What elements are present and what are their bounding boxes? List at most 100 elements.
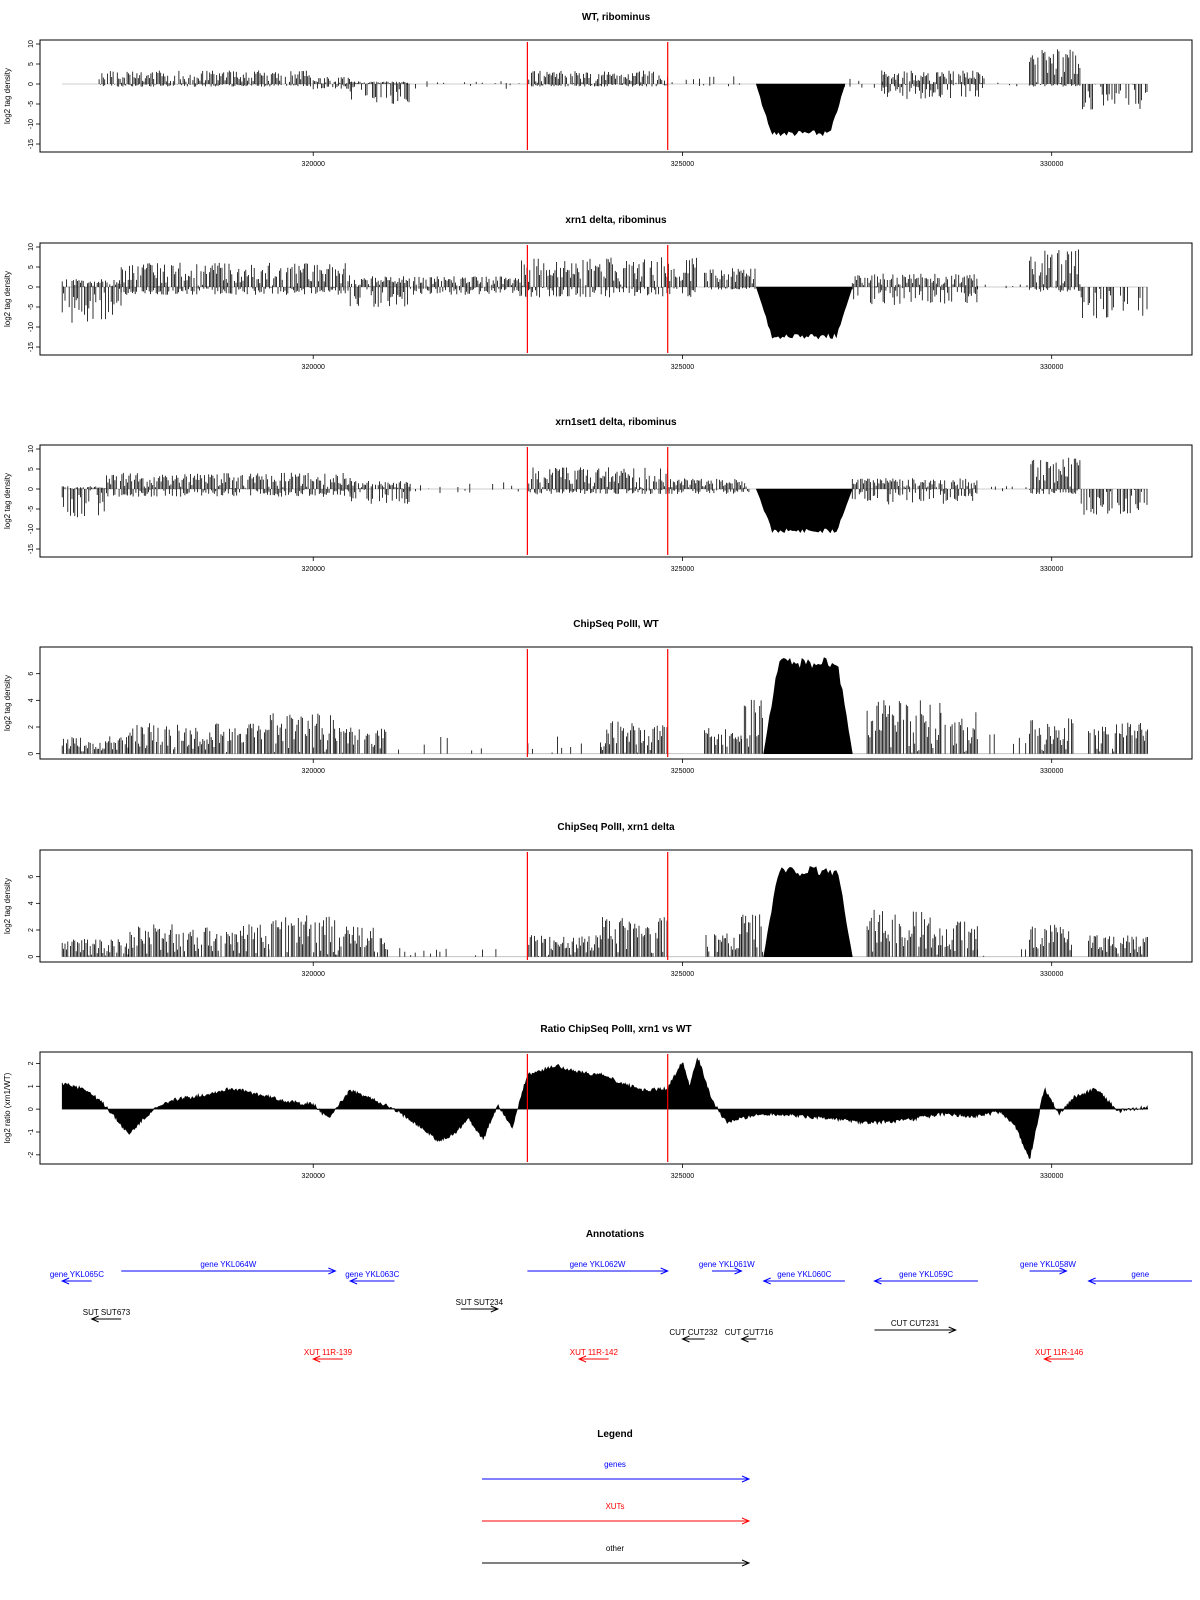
signal-bars xyxy=(866,909,941,957)
signal-bars xyxy=(349,276,408,307)
arrow-left-icon xyxy=(1043,1355,1052,1363)
feature-label: XUT 11R-139 xyxy=(304,1348,353,1357)
plot-frame xyxy=(39,242,1193,356)
arrow-right-icon xyxy=(948,1326,957,1334)
signal-fill xyxy=(763,657,853,754)
annotation-feature: XUT 11R-146 xyxy=(1035,1348,1084,1363)
y-tick-label: 2 xyxy=(28,1061,35,1065)
signal-bars xyxy=(408,276,519,295)
arrow-right-icon xyxy=(741,1559,751,1567)
feature-label: SUT SUT673 xyxy=(83,1308,131,1317)
signal-bars xyxy=(527,736,601,754)
annotation-feature: XUT 11R-142 xyxy=(570,1348,618,1363)
signal-segment xyxy=(519,257,697,298)
x-tick-label: 325000 xyxy=(671,971,694,978)
y-tick-label: -10 xyxy=(28,524,35,534)
signal-segment xyxy=(755,83,846,137)
x-tick-label: 325000 xyxy=(671,566,694,573)
signal-segment xyxy=(312,77,350,90)
x-tick-label: 320000 xyxy=(302,1173,325,1180)
x-tick-label: 320000 xyxy=(302,566,325,573)
feature-label: gene YKL063C xyxy=(345,1270,399,1279)
signal-bars xyxy=(705,933,742,957)
y-tick-label: -15 xyxy=(28,342,35,352)
feature-label: CUT CUT231 xyxy=(891,1319,940,1328)
y-tick-label: 4 xyxy=(28,698,35,702)
signal-segment xyxy=(128,723,269,754)
y-axis-label: log2 ratio (xrn1/WT) xyxy=(3,1072,12,1143)
signal-segment xyxy=(997,82,1030,87)
plot-frame xyxy=(39,849,1193,963)
annotation-feature: gene YKL059C xyxy=(873,1270,978,1285)
annotation-feature: CUT CUT231 xyxy=(874,1319,957,1334)
y-tick-label: 2 xyxy=(28,928,35,932)
signal-segment xyxy=(1088,935,1148,957)
signal-bars xyxy=(991,486,1027,492)
panel-2: xrn1 delta, ribominus log2 tag density 10 5… xyxy=(3,215,1193,371)
signal-bars xyxy=(977,284,1028,290)
signal-bars xyxy=(977,949,1026,957)
arrow-right-icon xyxy=(741,1517,751,1525)
annotations-title: Annotations xyxy=(586,1229,645,1240)
arrow-left-icon xyxy=(311,1355,321,1363)
arrow-right-icon xyxy=(734,1267,743,1275)
annotation-feature: CUT CUT716 xyxy=(725,1328,774,1343)
feature-label: gene YKL060C xyxy=(777,1270,831,1279)
signal-bars xyxy=(1080,287,1148,319)
x-tick-label: 330000 xyxy=(1040,768,1063,775)
signal-bars xyxy=(349,81,410,104)
x-tick-label: 325000 xyxy=(671,364,694,371)
y-tick-label: 0 xyxy=(28,487,35,491)
x-tick-label: 330000 xyxy=(1040,161,1063,168)
annotation-feature: CUT CUT232 xyxy=(669,1328,718,1343)
signal-segment xyxy=(387,948,497,957)
signal-segment xyxy=(851,273,978,305)
feature-label: gene YKL058W xyxy=(1020,1260,1076,1269)
signal-bars xyxy=(741,699,763,754)
signal-bars xyxy=(527,935,601,957)
annotation-feature: gene YKL063C xyxy=(345,1270,400,1285)
annotation-feature: gene YKL060C xyxy=(762,1270,845,1285)
signal-segment xyxy=(1082,84,1148,110)
x-tick-label: 325000 xyxy=(671,1173,694,1180)
signal-segment xyxy=(763,866,853,957)
signal-bars xyxy=(741,914,763,957)
signal-segment xyxy=(1029,457,1081,495)
signal-segment xyxy=(335,926,387,957)
arrow-left-icon xyxy=(90,1315,99,1323)
signal-bars xyxy=(1080,489,1148,515)
annotation-feature: gene YKL065C xyxy=(50,1270,104,1285)
signal-segment xyxy=(120,262,350,295)
signal-segment xyxy=(704,268,756,290)
signal-bars xyxy=(1029,924,1072,957)
y-tick-label: 0 xyxy=(28,82,35,86)
legend-label: genes xyxy=(604,1460,626,1469)
signal-segment xyxy=(268,713,336,754)
y-tick-label: 10 xyxy=(28,445,35,453)
signal-bars xyxy=(61,279,122,323)
arrow-left-icon xyxy=(60,1277,70,1285)
arrow-left-icon xyxy=(1087,1277,1096,1285)
feature-label: gene YKL059C xyxy=(899,1270,953,1279)
y-tick-label: 5 xyxy=(28,62,35,66)
signal-bars xyxy=(1029,249,1081,292)
plot-frame xyxy=(39,1051,1193,1165)
signal-segment xyxy=(61,939,129,957)
annotations-track: Annotations gene YKL065C gene YKL064W gene… xyxy=(50,1229,1192,1363)
arrow-left-icon xyxy=(762,1277,771,1285)
signal-segment xyxy=(1029,924,1072,957)
signal-bars xyxy=(1029,457,1081,495)
panel-4: ChipSeq PolII, WT log2 tag density 0 2 4 6 320… xyxy=(3,619,1193,775)
annotation-feature: gene YKL064W xyxy=(121,1260,337,1275)
signal-bars xyxy=(671,76,740,87)
arrow-right-icon xyxy=(660,1267,669,1275)
legend-item: XUTs xyxy=(482,1502,751,1525)
signal xyxy=(61,1057,1149,1160)
signal-bars xyxy=(349,481,410,504)
signal-bars xyxy=(268,915,336,957)
signal-segment xyxy=(1088,722,1148,754)
x-tick-label: 320000 xyxy=(302,161,325,168)
signal-bars xyxy=(106,472,351,497)
